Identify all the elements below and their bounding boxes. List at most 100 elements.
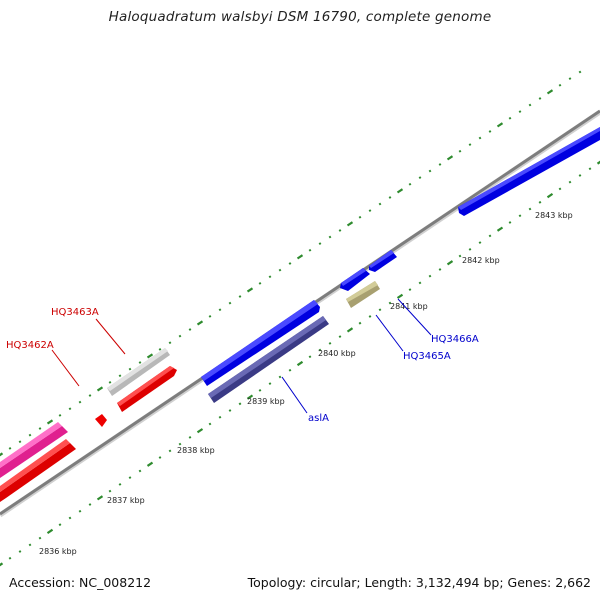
inner-tick-line bbox=[0, 160, 600, 567]
tick-mark bbox=[96, 386, 104, 392]
tick-mark bbox=[458, 254, 462, 258]
feature-olive-hq3465a[interactable] bbox=[346, 281, 380, 308]
tick-mark bbox=[228, 301, 232, 305]
tick-mark bbox=[18, 440, 22, 444]
tick-mark bbox=[58, 523, 62, 527]
tick-mark bbox=[46, 419, 54, 425]
map-title: Haloquadratum walsbyi DSM 16790, complet… bbox=[108, 9, 492, 25]
tick-mark bbox=[346, 221, 354, 227]
tick-mark bbox=[568, 180, 572, 184]
tick-mark bbox=[288, 368, 292, 372]
tick-mark bbox=[278, 375, 282, 379]
tick-mark bbox=[588, 167, 592, 171]
tick-mark bbox=[478, 241, 482, 244]
tick-mark bbox=[358, 321, 362, 325]
tick-mark bbox=[196, 428, 204, 434]
tick-mark bbox=[188, 435, 192, 439]
tick-mark bbox=[338, 229, 342, 232]
tick-mark bbox=[78, 400, 82, 404]
feature-red-left[interactable] bbox=[0, 439, 76, 502]
tick-mark bbox=[388, 301, 392, 305]
tick-mark bbox=[208, 422, 212, 426]
tick-mark bbox=[128, 476, 132, 480]
tick-mark bbox=[268, 382, 272, 386]
feature-blue-right[interactable] bbox=[458, 127, 600, 216]
genome-summary-text: Topology: circular; Length: 3,132,494 bp… bbox=[247, 575, 591, 590]
feature-red-hq3462a[interactable] bbox=[117, 366, 177, 412]
tick-mark bbox=[308, 355, 312, 359]
tick-mark bbox=[408, 182, 412, 186]
gene-label-asla[interactable]: aslA bbox=[308, 413, 329, 424]
tick-mark bbox=[438, 163, 442, 166]
tick-mark bbox=[8, 446, 12, 450]
tick-mark bbox=[418, 281, 422, 285]
tick-mark bbox=[288, 262, 292, 265]
tick-label: 2838 kbp bbox=[177, 446, 215, 455]
tick-mark bbox=[0, 562, 4, 567]
tick-mark bbox=[328, 235, 332, 239]
tick-mark bbox=[28, 433, 32, 437]
tick-mark bbox=[396, 293, 404, 299]
gene-label-hq3462a[interactable]: HQ3462A bbox=[6, 340, 54, 351]
tick-mark bbox=[78, 509, 82, 513]
tick-label: 2842 kbp bbox=[462, 256, 500, 265]
tick-label: 2837 kbp bbox=[107, 496, 145, 505]
tick-mark bbox=[338, 335, 342, 339]
tick-mark bbox=[488, 234, 492, 238]
feature-blue-hq3466a-2[interactable] bbox=[369, 250, 397, 272]
tick-mark bbox=[328, 341, 332, 345]
tick-mark bbox=[428, 274, 432, 278]
feature-blue-hq3466a-1[interactable] bbox=[340, 268, 370, 291]
outer-tick-line bbox=[0, 70, 582, 457]
tick-mark bbox=[46, 528, 54, 535]
tick-mark bbox=[158, 456, 162, 459]
tick-mark bbox=[68, 516, 72, 520]
tick-mark bbox=[578, 174, 582, 177]
tick-mark bbox=[378, 202, 382, 206]
tick-mark bbox=[268, 275, 272, 279]
tick-mark bbox=[178, 442, 182, 446]
tick-mark bbox=[138, 469, 142, 473]
tick-mark bbox=[208, 314, 212, 318]
tick-mark bbox=[196, 320, 204, 326]
tick-mark bbox=[88, 394, 92, 397]
tick-mark bbox=[128, 367, 132, 371]
tick-mark bbox=[218, 308, 222, 312]
tick-mark bbox=[0, 452, 4, 457]
tick-mark bbox=[38, 427, 42, 430]
feature-navy-asla[interactable] bbox=[208, 316, 329, 403]
feature-blue-large[interactable] bbox=[201, 300, 320, 386]
tick-mark bbox=[238, 295, 242, 298]
tick-mark bbox=[96, 495, 104, 501]
tick-mark bbox=[246, 287, 254, 293]
tick-mark bbox=[296, 360, 304, 367]
tick-mark bbox=[308, 248, 312, 252]
tick-mark bbox=[146, 353, 154, 359]
feature-pink[interactable] bbox=[0, 422, 68, 478]
tick-mark bbox=[178, 334, 182, 338]
tick-mark bbox=[378, 308, 382, 312]
feature-red-small[interactable] bbox=[95, 414, 107, 427]
tick-mark bbox=[68, 407, 72, 411]
tick-mark bbox=[368, 209, 372, 213]
tick-mark bbox=[538, 97, 542, 100]
tick-mark bbox=[118, 374, 122, 378]
tick-mark bbox=[488, 130, 492, 133]
tick-mark bbox=[368, 315, 372, 318]
feature-gray-hq3463a[interactable] bbox=[107, 348, 170, 396]
tick-mark bbox=[108, 380, 112, 384]
tick-mark bbox=[546, 192, 554, 199]
tick-mark bbox=[118, 482, 122, 486]
tick-mark bbox=[446, 155, 454, 161]
tick-mark bbox=[318, 348, 322, 352]
gene-label-hq3466a[interactable]: HQ3466A bbox=[431, 334, 479, 345]
tick-mark bbox=[88, 503, 92, 506]
tick-mark bbox=[146, 461, 154, 467]
gene-label-hq3463a[interactable]: HQ3463A bbox=[51, 307, 99, 318]
tick-mark bbox=[546, 89, 554, 95]
gene-labels: HQ3463A HQ3462A aslA HQ3465A HQ3466A bbox=[6, 307, 479, 424]
tick-mark bbox=[468, 247, 472, 251]
tick-mark bbox=[578, 70, 582, 74]
gene-label-hq3465a[interactable]: HQ3465A bbox=[403, 351, 451, 362]
